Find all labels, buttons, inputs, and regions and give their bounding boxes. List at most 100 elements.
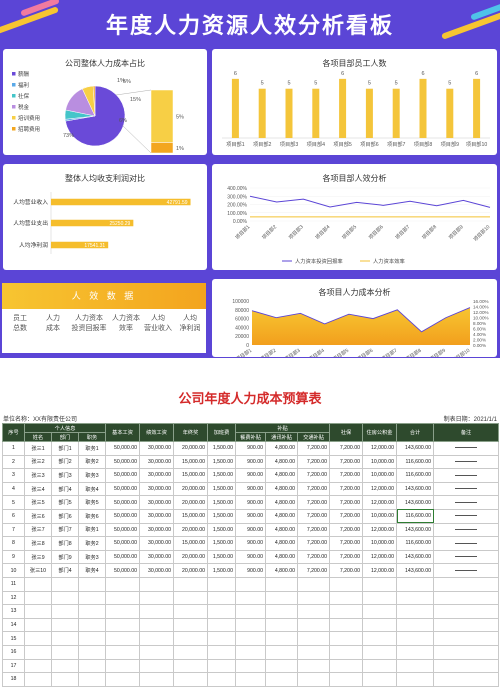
table-cell[interactable]: 张三6 [24, 508, 52, 524]
table-cell[interactable]: 1,500.00 [207, 481, 237, 497]
table-cell[interactable]: 4,800.00 [265, 495, 299, 510]
table-cell[interactable]: 143,600.00 [396, 549, 435, 565]
table-cell[interactable] [105, 576, 141, 592]
table-cell[interactable]: 张三8 [24, 536, 52, 551]
table-cell[interactable]: 部门4 [51, 481, 79, 497]
table-cell[interactable]: 部门7 [51, 522, 79, 538]
table-cell[interactable]: 职务1 [77, 441, 107, 456]
table-cell[interactable] [105, 644, 141, 660]
table-cell[interactable] [77, 604, 107, 619]
table-cell[interactable] [329, 604, 364, 619]
table-cell[interactable]: 143,600.00 [396, 481, 435, 497]
table-cell[interactable] [433, 617, 500, 633]
table-cell[interactable]: 12,000.00 [362, 522, 398, 538]
table-cell[interactable] [396, 576, 435, 592]
table-cell[interactable]: 部门8 [51, 536, 79, 551]
table-cell[interactable]: 部门2 [51, 454, 79, 470]
table-cell[interactable]: 116,600.00 [396, 454, 435, 470]
table-cell[interactable] [433, 672, 500, 687]
table-cell[interactable] [24, 644, 52, 660]
table-cell[interactable] [235, 631, 267, 646]
table-cell[interactable]: 张三3 [24, 468, 52, 483]
table-cell[interactable]: 900.00 [235, 441, 267, 456]
table-cell[interactable]: 900.00 [235, 454, 267, 470]
table-cell[interactable]: 11 [2, 576, 25, 592]
table-cell[interactable] [362, 631, 398, 646]
table-cell[interactable]: 职务1 [77, 522, 107, 538]
table-cell[interactable] [51, 576, 79, 592]
table-cell[interactable]: 部门3 [51, 468, 79, 483]
table-cell[interactable]: 7,200.00 [329, 441, 364, 456]
table-cell[interactable]: 50,000.00 [105, 441, 141, 456]
table-cell[interactable] [362, 576, 398, 592]
table-cell[interactable]: 900.00 [235, 495, 267, 510]
table-cell[interactable] [265, 631, 299, 646]
table-cell[interactable] [51, 644, 79, 660]
table-cell[interactable] [235, 590, 267, 606]
table-cell[interactable]: 7,200.00 [297, 454, 331, 470]
table-cell[interactable] [235, 604, 267, 619]
table-cell[interactable]: 1,500.00 [207, 563, 237, 578]
table-cell[interactable] [139, 576, 175, 592]
remark-cell[interactable] [433, 468, 500, 483]
table-cell[interactable]: 5 [2, 495, 25, 510]
table-cell[interactable]: 部门4 [51, 563, 79, 578]
table-cell[interactable] [207, 617, 237, 633]
table-cell[interactable] [51, 672, 79, 687]
table-cell[interactable] [235, 672, 267, 687]
remark-cell[interactable] [433, 481, 500, 497]
table-cell[interactable]: 张三2 [24, 454, 52, 470]
table-cell[interactable]: 张三4 [24, 481, 52, 497]
table-cell[interactable] [433, 631, 500, 646]
table-cell[interactable]: 17 [2, 658, 25, 674]
remark-cell[interactable] [433, 441, 500, 456]
table-cell[interactable] [396, 604, 435, 619]
table-cell[interactable]: 3 [2, 468, 25, 483]
table-cell[interactable]: 50,000.00 [105, 454, 141, 470]
table-cell[interactable] [362, 658, 398, 674]
table-cell[interactable]: 4,800.00 [265, 454, 299, 470]
table-cell[interactable] [139, 631, 175, 646]
table-cell[interactable]: 部门1 [51, 441, 79, 456]
table-cell[interactable]: 16 [2, 644, 25, 660]
table-cell[interactable]: 7,200.00 [329, 495, 364, 510]
table-cell[interactable] [396, 617, 435, 633]
table-cell[interactable] [362, 617, 398, 633]
table-cell[interactable]: 900.00 [235, 481, 267, 497]
table-cell[interactable] [396, 631, 435, 646]
table-cell[interactable]: 12 [2, 590, 25, 606]
table-cell[interactable] [173, 617, 209, 633]
table-cell[interactable]: 职务3 [77, 549, 107, 565]
table-cell[interactable] [105, 604, 141, 619]
table-cell[interactable]: 15 [2, 631, 25, 646]
table-cell[interactable]: 4,800.00 [265, 549, 299, 565]
table-cell[interactable] [207, 631, 237, 646]
table-cell[interactable] [235, 617, 267, 633]
table-cell[interactable] [235, 644, 267, 660]
table-cell[interactable] [139, 672, 175, 687]
table-cell[interactable] [77, 658, 107, 674]
table-cell[interactable]: 职务4 [77, 481, 107, 497]
table-cell[interactable]: 6 [2, 508, 25, 524]
table-cell[interactable]: 20,000.00 [173, 481, 209, 497]
table-cell[interactable]: 50,000.00 [105, 481, 141, 497]
remark-cell[interactable] [433, 454, 500, 470]
table-cell[interactable]: 116,600.00 [396, 508, 435, 524]
table-cell[interactable] [362, 644, 398, 660]
table-cell[interactable]: 4,800.00 [265, 441, 299, 456]
table-cell[interactable] [173, 658, 209, 674]
table-cell[interactable]: 职务6 [77, 508, 107, 524]
table-cell[interactable] [265, 617, 299, 633]
table-cell[interactable]: 1,500.00 [207, 495, 237, 510]
table-cell[interactable] [433, 644, 500, 660]
table-cell[interactable] [24, 576, 52, 592]
table-cell[interactable] [329, 631, 364, 646]
table-cell[interactable]: 30,000.00 [139, 549, 175, 565]
table-cell[interactable]: 143,600.00 [396, 441, 435, 456]
table-cell[interactable] [105, 658, 141, 674]
table-cell[interactable]: 900.00 [235, 536, 267, 551]
table-cell[interactable] [173, 604, 209, 619]
table-cell[interactable] [105, 672, 141, 687]
table-cell[interactable]: 1,500.00 [207, 536, 237, 551]
table-cell[interactable] [51, 617, 79, 633]
